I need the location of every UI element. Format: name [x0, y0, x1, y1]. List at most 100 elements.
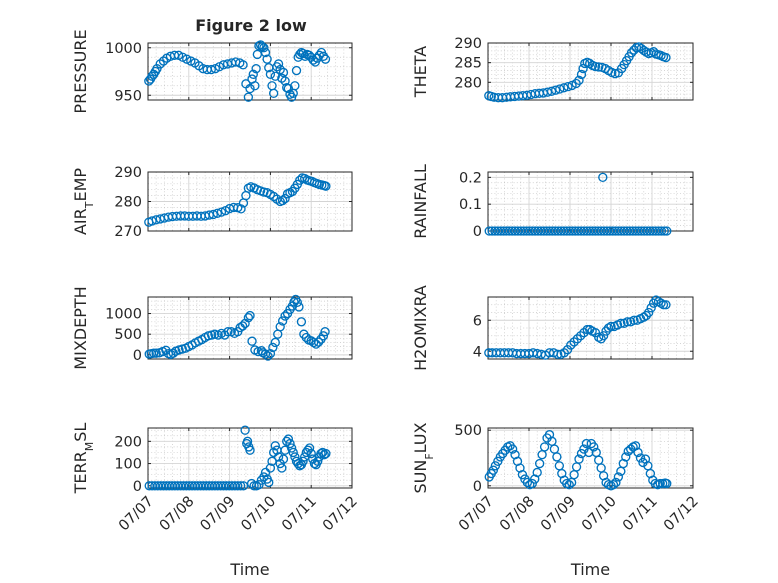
data-point [629, 315, 639, 325]
data-point [270, 441, 280, 451]
data-point [262, 54, 272, 64]
data-point [243, 312, 254, 323]
data-point [273, 59, 284, 69]
y-tick-label: 0 [473, 479, 482, 495]
data-point [248, 69, 258, 80]
subplot-theta: 280 285 290 THETA [411, 36, 694, 103]
data-point [574, 454, 584, 464]
axes-box [147, 296, 353, 360]
data-point [260, 349, 271, 359]
data-point [306, 448, 316, 459]
data-point [622, 317, 633, 327]
data-point [598, 172, 608, 183]
y-tick-label: 280 [454, 75, 482, 91]
data-point [488, 465, 499, 475]
data-point [294, 302, 304, 312]
data-point [527, 478, 537, 489]
data-point [151, 348, 161, 358]
y-tick-label: 0 [133, 479, 142, 495]
data-point [318, 331, 329, 341]
y-tick-label: 4 [473, 344, 482, 360]
y-axis-label: PRESSURE [71, 29, 90, 113]
data-point [626, 48, 637, 58]
x-tick-label: 07/11 [620, 494, 661, 535]
y-tick-label: 0.2 [459, 170, 482, 186]
y-axis-label: RAINFALL [411, 164, 430, 239]
y-tick-label: 1000 [105, 41, 142, 57]
y-tick-label: 280 [114, 195, 142, 211]
data-point [578, 63, 588, 74]
data-point [534, 458, 545, 469]
data-point [280, 311, 290, 321]
data-point [639, 312, 649, 322]
data-point [264, 477, 274, 488]
data-point [247, 336, 257, 346]
y-axis-label: TERRMSL [71, 423, 96, 495]
y-tick-label: 270 [114, 224, 142, 240]
data-point [656, 226, 667, 236]
data-point [581, 438, 592, 449]
y-tick-label: 285 [454, 56, 482, 72]
data-point [606, 321, 616, 332]
data-point [546, 86, 557, 97]
data-point [651, 295, 661, 305]
data-point [236, 204, 246, 214]
data-point [235, 481, 246, 491]
data-point [559, 83, 569, 93]
data-point [292, 297, 303, 308]
data-point [223, 327, 233, 337]
data-point [319, 449, 329, 460]
y-tick-label: 0 [133, 348, 142, 364]
x-tick-label: 07/10 [579, 494, 620, 535]
data-point [268, 88, 279, 99]
data-point [553, 349, 563, 360]
data-point [582, 324, 592, 335]
y-tick-label: 290 [114, 165, 142, 181]
data-point [283, 434, 294, 444]
data-point [280, 76, 290, 86]
x-tick-label: 07/07 [456, 494, 497, 535]
data-point [277, 316, 288, 326]
data-point [594, 62, 604, 72]
data-point [321, 448, 331, 459]
axes-box [487, 427, 694, 489]
data-point [250, 81, 260, 91]
data-point [563, 81, 573, 92]
data-point [611, 477, 621, 488]
y-tick-label: 290 [454, 36, 482, 52]
data-point [237, 321, 248, 331]
data-point [277, 463, 287, 473]
subplot-terr-msl: 0 100 200 TERRMSL 07/07 07/08 07/09 07/10 07/11 0… [71, 423, 361, 579]
data-point [658, 300, 669, 310]
data-point [286, 443, 297, 453]
y-axis-label: SUNFLUX [411, 422, 436, 493]
data-point [308, 337, 319, 348]
data-point [240, 425, 250, 435]
data-point [532, 467, 542, 478]
y-axis-label: AIRTEMP [71, 168, 96, 235]
data-point [263, 351, 273, 361]
data-point [646, 303, 656, 313]
subplot-sun-flux: 0 500 SUNFLUX 07/07 07/08 07/09 07/10 07/11 07/1… [411, 422, 702, 579]
data-point [242, 436, 253, 447]
data-point [278, 67, 289, 78]
data-point [539, 442, 550, 452]
y-axis-label: H2OMIXRA [411, 285, 430, 371]
data-point [613, 472, 624, 482]
data-point [311, 339, 321, 349]
data-point [608, 479, 619, 490]
data-point [289, 297, 299, 307]
data-point [280, 445, 290, 455]
data-point [490, 461, 501, 471]
data-point [590, 327, 601, 338]
data-point [493, 456, 503, 467]
x-tick-label: 07/08 [497, 494, 538, 535]
data-point [555, 84, 565, 94]
data-point [589, 442, 599, 452]
data-point [206, 64, 216, 75]
y-tick-label: 100 [114, 457, 142, 473]
data-point [616, 318, 626, 329]
data-point [251, 63, 261, 74]
subplot-air-temp: 270 280 290 AIRTEMP [71, 165, 353, 240]
